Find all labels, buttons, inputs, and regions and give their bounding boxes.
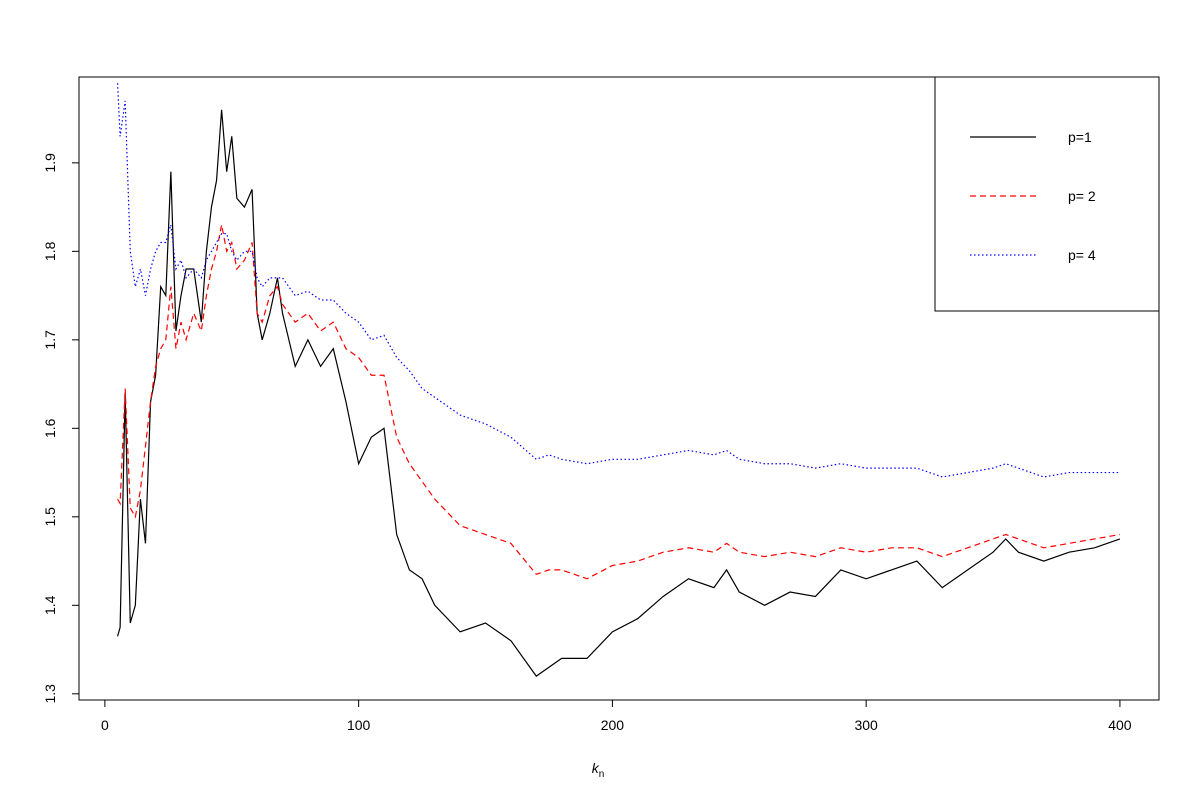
series-line — [116, 83, 1120, 478]
series-line — [116, 109, 1121, 677]
legend-label: p= 2 — [1068, 188, 1096, 204]
legend: p=1 p= 2 p= 4 — [934, 76, 1160, 312]
y-tick-label: 1.7 — [42, 330, 58, 350]
x-tick-label: 300 — [854, 717, 878, 733]
y-tick-label: 1.3 — [42, 684, 58, 704]
x-axis-label: kn — [592, 760, 605, 780]
legend-box — [934, 76, 1160, 312]
y-tick-label: 1.4 — [42, 595, 58, 615]
series-line — [117, 224, 1121, 580]
legend-label: p= 4 — [1068, 247, 1096, 263]
x-tick-label: 0 — [101, 717, 109, 733]
x-label-main: k — [592, 760, 600, 776]
x-tick-label: 100 — [347, 717, 371, 733]
y-tick-label: 1.9 — [42, 153, 58, 173]
legend-label: p=1 — [1068, 129, 1092, 145]
x-label-sub: n — [599, 769, 605, 780]
plot-frame — [78, 76, 1160, 701]
y-tick-label: 1.5 — [42, 507, 58, 527]
y-tick-label: 1.8 — [42, 241, 58, 261]
x-tick-label: 200 — [601, 717, 625, 733]
plot-area — [116, 83, 1121, 677]
y-tick-label: 1.6 — [42, 418, 58, 438]
x-tick-label: 400 — [1108, 717, 1132, 733]
